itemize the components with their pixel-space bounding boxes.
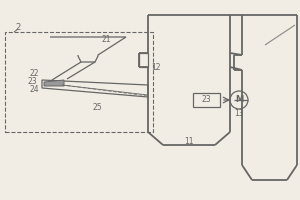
Text: 23: 23 [27,76,37,86]
Bar [5,32,153,132]
Text: 21: 21 [101,34,111,44]
Text: 22: 22 [29,70,39,78]
Bar [139,53,148,67]
Text: 2: 2 [15,22,21,31]
Text: M: M [235,96,243,104]
Text: 13: 13 [234,110,244,118]
Text: 24: 24 [29,86,39,95]
Bar [193,93,220,107]
Text: 23: 23 [202,96,211,104]
Text: 11: 11 [184,138,194,146]
Polygon shape [44,80,64,86]
Text: 25: 25 [92,102,102,112]
Text: 12: 12 [151,62,160,72]
